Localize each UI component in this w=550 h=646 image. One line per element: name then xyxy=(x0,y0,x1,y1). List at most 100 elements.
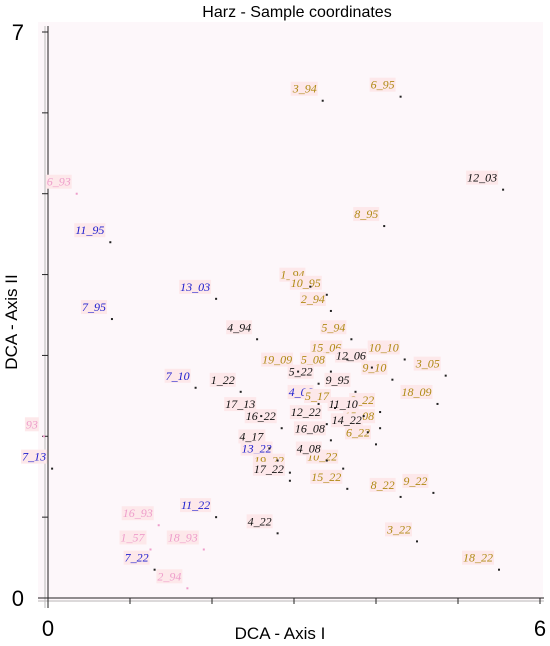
point-label: 9_95 xyxy=(326,373,350,387)
point-label-background xyxy=(402,473,429,488)
data-point xyxy=(329,439,332,442)
data-point xyxy=(436,402,439,405)
point-label-background xyxy=(226,320,253,335)
data-point xyxy=(288,479,291,482)
point-label-background xyxy=(466,170,499,185)
point-label-background xyxy=(287,364,314,379)
data-point xyxy=(215,297,218,300)
data-point xyxy=(379,411,382,414)
data-point xyxy=(416,540,418,543)
point-label: 17_13 xyxy=(225,397,255,411)
data-point xyxy=(42,435,45,438)
point-label: 9_22 xyxy=(403,474,427,488)
data-point xyxy=(239,390,242,393)
point-label-background xyxy=(238,429,266,444)
data-point xyxy=(153,568,156,571)
point-label: 7_10 xyxy=(166,369,190,383)
point-label: 7_13 xyxy=(22,450,46,464)
point-label: 2_94 xyxy=(157,569,181,583)
data-point xyxy=(325,423,328,426)
point-label-background xyxy=(353,207,380,222)
data-point xyxy=(309,285,312,288)
data-point xyxy=(325,459,328,462)
point-label-background xyxy=(330,413,363,428)
data-point xyxy=(51,467,54,470)
data-point xyxy=(288,471,291,474)
data-point xyxy=(317,402,320,405)
y-tick-label: 0 xyxy=(12,586,24,611)
point-label-background xyxy=(24,417,39,432)
point-label: 7_22 xyxy=(125,551,149,565)
point-label: 17_22 xyxy=(254,462,284,476)
point-label-background xyxy=(74,223,106,238)
point-label: 14_22 xyxy=(332,413,362,427)
point-label: 18_09 xyxy=(402,385,432,399)
data-point xyxy=(346,358,349,361)
y-tick-label: 7 xyxy=(12,20,24,45)
point-label: 13_22 xyxy=(242,442,272,456)
plot-background xyxy=(38,22,543,602)
point-label-background xyxy=(299,352,326,367)
point-label-background xyxy=(369,77,396,92)
point-label: 18_22 xyxy=(463,551,493,565)
point-label-background xyxy=(179,279,212,294)
point-label-background xyxy=(224,397,257,412)
point-label-background xyxy=(80,300,107,315)
data-point xyxy=(346,487,349,490)
data-point xyxy=(321,99,324,102)
point-label: 16_08 xyxy=(295,421,325,435)
data-point xyxy=(375,443,377,446)
point-label: 12_03 xyxy=(467,171,497,185)
data-point xyxy=(342,467,345,470)
point-label-background xyxy=(361,360,388,375)
point-label: 6_95 xyxy=(371,78,395,92)
x-tick-label: 0 xyxy=(42,616,54,641)
point-label-background xyxy=(21,449,48,464)
point-label: 11_95 xyxy=(75,223,104,237)
data-point xyxy=(256,338,259,341)
point-label-background xyxy=(324,372,351,387)
data-point xyxy=(157,524,160,527)
data-point xyxy=(110,318,113,321)
data-point xyxy=(186,587,189,590)
data-point xyxy=(383,225,386,228)
data-point xyxy=(399,95,402,98)
point-label-background xyxy=(209,372,236,387)
point-label-background xyxy=(261,352,294,367)
point-label: 10_10 xyxy=(369,340,399,354)
point-label-background xyxy=(119,530,147,545)
data-point xyxy=(109,241,112,244)
data-point xyxy=(370,366,373,369)
data-point xyxy=(75,192,78,195)
data-point xyxy=(260,415,263,418)
axes: 0 6 0 7 xyxy=(12,20,546,641)
point-label: 3_94 xyxy=(292,82,317,96)
data-point xyxy=(379,427,382,430)
data-point xyxy=(391,378,394,381)
point-label-background xyxy=(290,81,318,96)
point-label: 1_57 xyxy=(121,530,146,544)
point-label: 13_03 xyxy=(180,280,210,294)
point-label: 1_22 xyxy=(211,373,235,387)
point-label-background xyxy=(289,405,322,420)
point-label: 10_95 xyxy=(291,276,321,290)
data-point xyxy=(334,406,336,409)
data-point xyxy=(354,390,357,393)
data-point xyxy=(502,188,505,191)
point-label: 3_22 xyxy=(386,522,411,536)
data-point xyxy=(276,532,279,535)
data-point xyxy=(498,568,500,571)
data-point xyxy=(362,415,365,418)
point-label-background xyxy=(289,275,322,290)
point-label: 11_10 xyxy=(329,397,358,411)
point-label: 9_10 xyxy=(362,361,386,375)
point-label-background xyxy=(123,550,150,565)
point-label: 8_95 xyxy=(354,207,378,221)
point-label: 6_93 xyxy=(47,175,71,189)
data-point xyxy=(149,548,152,551)
point-label-background xyxy=(252,461,285,476)
data-point xyxy=(317,382,320,385)
data-point xyxy=(268,447,271,450)
point-labels: 11_9513_037_957_104_0613_227_1311_227_22… xyxy=(21,77,499,584)
x-tick-label: 6 xyxy=(534,616,546,641)
